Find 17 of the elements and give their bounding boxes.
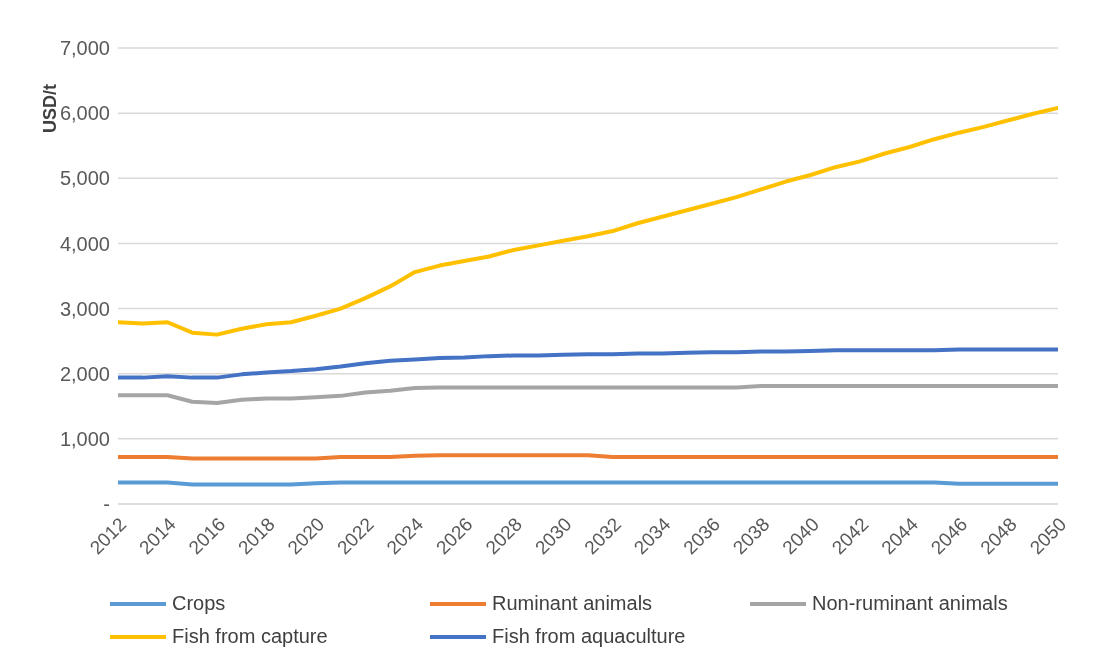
y-tick-label: 7,000 — [59, 37, 110, 60]
legend-label: Ruminant animals — [492, 592, 653, 615]
line-series — [118, 384, 1058, 406]
legend-label: Non-ruminant animals — [812, 592, 1008, 615]
y-tick-label: - — [103, 493, 110, 516]
line-series — [118, 347, 1058, 380]
legend-label: Fish from capture — [172, 625, 328, 648]
y-tick-label: 6,000 — [59, 102, 110, 125]
y-axis-title: USD/t — [39, 84, 60, 133]
legend-label: Fish from aquaculture — [492, 625, 686, 648]
line-series — [118, 105, 1058, 337]
y-tick-label: 3,000 — [59, 297, 110, 320]
y-tick-label: 2,000 — [59, 362, 110, 385]
y-tick-label: 1,000 — [59, 427, 110, 450]
legend-label: Crops — [172, 592, 226, 615]
y-tick-label: 5,000 — [59, 167, 110, 190]
y-tick-label: 4,000 — [59, 232, 110, 255]
